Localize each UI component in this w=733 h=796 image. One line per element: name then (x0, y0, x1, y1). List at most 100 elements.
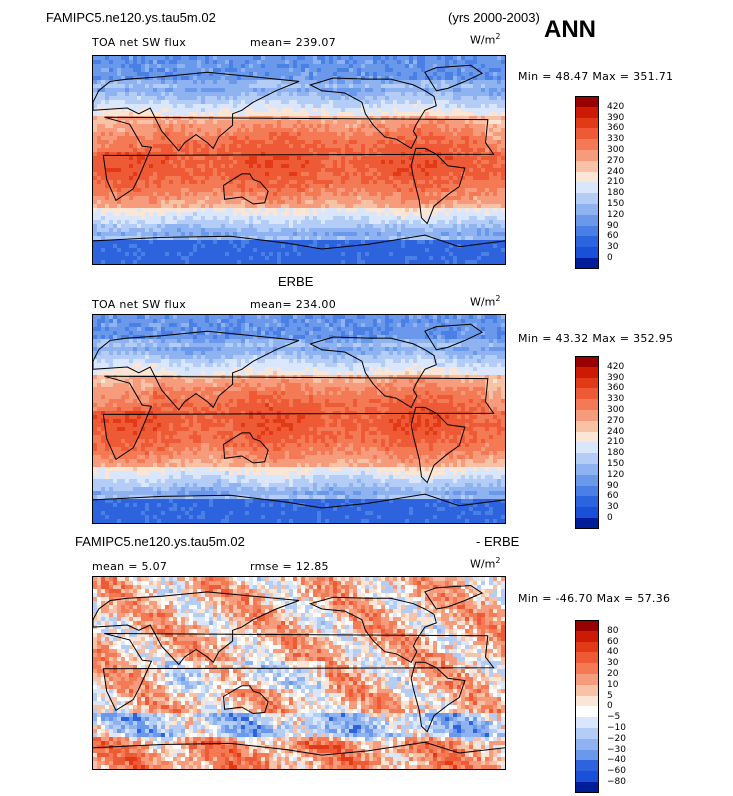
africa-outline (102, 633, 495, 712)
south-america-outline (410, 661, 466, 733)
colorbar-swatch (575, 706, 599, 718)
colorbar-swatch (575, 728, 599, 740)
panel1-var-label: TOA net SW flux (92, 36, 187, 49)
panel1-map-field (93, 56, 505, 264)
colorbar-swatch (575, 695, 599, 707)
colorbar-swatch (575, 738, 599, 751)
colorbar-label: 60 (607, 636, 619, 647)
colorbar-label: 180 (607, 188, 625, 199)
colorbar-label: 210 (607, 437, 625, 448)
colorbar-label: 420 (607, 101, 625, 112)
colorbar-label: 270 (607, 155, 625, 166)
colorbar-swatch (575, 410, 599, 422)
colorbar-swatch (575, 247, 599, 259)
panel3-rmse: rmse = 12.85 (250, 560, 329, 573)
colorbar-swatch (575, 620, 599, 632)
panel1-units: W/m2 (470, 32, 501, 47)
colorbar-label: 240 (607, 166, 625, 177)
colorbar-swatch (575, 117, 599, 129)
colorbar-label: 210 (607, 177, 625, 188)
season-label: ANN (544, 16, 596, 43)
colorbar-label: 300 (607, 145, 625, 155)
colorbar-swatch (575, 442, 599, 454)
colorbar-swatch (575, 496, 599, 508)
colorbar-label: −10 (607, 723, 626, 733)
north-america-outline (309, 77, 437, 150)
panel2-minmax: Min = 43.32 Max = 352.95 (518, 332, 674, 345)
colorbar-swatch (575, 399, 599, 411)
colorbar-label: 330 (607, 394, 625, 405)
colorbar-label: 270 (607, 415, 625, 426)
panel3-title-right: - ERBE (476, 534, 520, 549)
panel3-mean: mean = 5.07 (92, 560, 168, 573)
antarctica-outline (93, 493, 505, 509)
colorbar-swatch (575, 150, 599, 162)
north-america-outline (308, 596, 437, 663)
panel2-var-label: TOA net SW flux (92, 298, 187, 311)
colorbar-swatch (575, 182, 599, 194)
australia-outline (222, 432, 269, 464)
colorbar-swatch (575, 474, 599, 487)
colorbar-swatch (575, 717, 599, 729)
panel3-title-left: FAMIPC5.ne120.ys.tau5m.02 (75, 534, 245, 549)
colorbar-swatch (575, 160, 599, 173)
colorbar-swatch (575, 96, 599, 108)
south-america-outline (410, 147, 466, 225)
colorbar-swatch (575, 431, 599, 443)
colorbar-swatch (575, 204, 599, 216)
greenland-outline (424, 323, 484, 351)
colorbar-swatch (575, 193, 599, 205)
field-cells (93, 56, 505, 264)
colorbar-label: 90 (607, 220, 619, 231)
colorbar-label: −80 (607, 777, 626, 787)
panel2-title: ERBE (278, 274, 314, 289)
field-cells (93, 577, 505, 769)
colorbar-label: 30 (607, 658, 619, 669)
case-name: FAMIPC5.ne120.ys.tau5m.02 (46, 10, 216, 25)
panel2-units: W/m2 (470, 294, 501, 309)
colorbar-label: 0 (607, 701, 613, 712)
africa-outline (102, 375, 495, 461)
colorbar-label: 240 (607, 426, 625, 437)
colorbar-swatch (575, 641, 599, 653)
colorbar-label: −5 (607, 712, 621, 723)
australia-outline (222, 173, 269, 205)
panel3-minmax: Min = -46.70 Max = 57.36 (518, 592, 671, 605)
panel2-mean: mean= 234.00 (250, 298, 336, 311)
colorbar-label: 20 (607, 669, 619, 679)
colorbar-label: −20 (607, 733, 626, 744)
colorbar-swatch (575, 236, 599, 248)
colorbar-swatch (575, 630, 599, 643)
colorbar-swatch (575, 782, 599, 794)
colorbar-label: −40 (607, 755, 626, 766)
antarctica-outline (93, 234, 505, 250)
panel2-map (92, 314, 506, 524)
colorbar-label: 150 (607, 199, 625, 209)
colorbar-swatch (575, 388, 599, 400)
colorbar-swatch (575, 356, 599, 368)
colorbar-label: 390 (607, 112, 625, 123)
colorbar-label: 120 (607, 209, 625, 220)
colorbar-swatch (575, 652, 599, 664)
colorbar-label: 40 (607, 647, 619, 658)
colorbar-swatch (575, 420, 599, 433)
colorbar-swatch (575, 258, 599, 270)
colorbar-label: 300 (607, 405, 625, 415)
panel1-mean: mean= 239.07 (250, 36, 336, 49)
colorbar-label: 0 (607, 513, 613, 523)
colorbar-label: 120 (607, 469, 625, 480)
colorbar-swatch (575, 760, 599, 772)
europe-asia-outline (93, 71, 300, 152)
colorbar-swatch (575, 214, 599, 227)
colorbar-label: 60 (607, 491, 619, 502)
colorbar-label: 420 (607, 361, 625, 372)
colorbar-swatch (575, 128, 599, 140)
colorbar-swatch (575, 171, 599, 183)
colorbar-swatch (575, 366, 599, 379)
colorbar-swatch (575, 453, 599, 465)
panel1-map (92, 55, 506, 265)
colorbar-label: 5 (607, 690, 613, 701)
europe-asia-outline (93, 591, 300, 666)
panel1-minmax: Min = 48.47 Max = 351.71 (518, 70, 674, 83)
colorbar-label: 360 (607, 383, 625, 394)
